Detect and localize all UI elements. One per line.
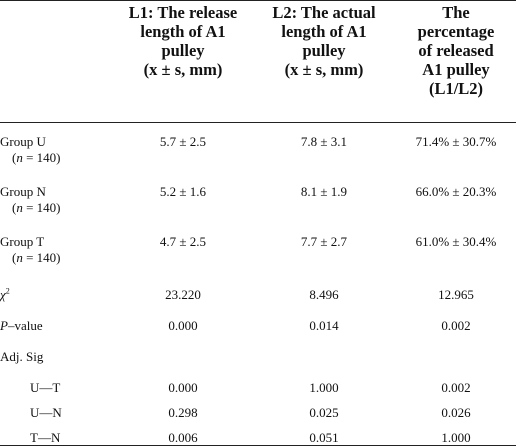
header-rule: [0, 122, 516, 123]
header-l1-line: (x ± s, mm): [143, 60, 223, 79]
header-l2-line: (x ± s, mm): [284, 60, 364, 79]
cell-l1: 4.7 ± 2.5: [159, 234, 207, 249]
cell-l1: 5.2 ± 1.6: [159, 184, 207, 199]
header-percentage-line: of released: [418, 41, 494, 60]
header-percentage-line: percentage: [417, 22, 495, 41]
header-l1: L1: The release length of A1 pulley (x ±…: [112, 3, 254, 79]
row-label-group-t: Group T (n = 140): [0, 234, 61, 266]
header-l1-line: L1: The release: [128, 3, 238, 22]
cell-l1: 0.298: [168, 405, 198, 420]
cell-percentage: 61.0% ± 30.4%: [415, 234, 497, 249]
row-label-adj-sig: Adj. Sig: [0, 349, 44, 364]
group-n: (n = 140): [0, 250, 61, 266]
n-suffix: = 140): [22, 250, 61, 265]
chi-symbol: χ: [0, 287, 6, 302]
header-l1-line: pulley: [161, 41, 205, 60]
cell-l2: 7.8 ± 3.1: [300, 134, 348, 149]
cell-l2: 8.496: [309, 287, 339, 302]
row-label-p-value: P–value: [0, 318, 43, 334]
cell-l2: 0.051: [309, 430, 339, 445]
group-n: (n = 140): [0, 200, 61, 216]
row-label-pair: U—N: [30, 405, 62, 420]
n-suffix: = 140): [22, 200, 61, 215]
cell-l1: 23.220: [165, 287, 201, 302]
group-label: Group T: [0, 234, 45, 249]
group-label: Group N: [0, 184, 46, 199]
top-rule: [0, 0, 516, 1]
header-percentage-line: A1 pulley: [422, 60, 490, 79]
cell-l2: 8.1 ± 1.9: [300, 184, 348, 199]
row-label-pair: T—N: [30, 430, 61, 445]
cell-l1: 0.000: [168, 318, 198, 333]
cell-percentage: 0.002: [441, 318, 471, 333]
cell-percentage: 0.002: [441, 380, 471, 395]
n-prefix: (: [12, 200, 17, 215]
p-var: P: [0, 318, 8, 333]
cell-percentage: 1.000: [441, 430, 471, 445]
header-l2-line: pulley: [302, 41, 346, 60]
cell-l1: 5.7 ± 2.5: [159, 134, 207, 149]
cell-l2: 1.000: [309, 380, 339, 395]
row-label-group-u: Group U (n = 140): [0, 134, 61, 166]
row-label-chi-square: χ2: [0, 287, 10, 303]
header-l2: L2: The actual length of A1 pulley (x ± …: [259, 3, 389, 79]
cell-percentage: 66.0% ± 20.3%: [415, 184, 497, 199]
n-prefix: (: [12, 150, 17, 165]
cell-l2: 0.014: [309, 318, 339, 333]
row-label-pair: U—T: [30, 380, 61, 395]
group-n: (n = 140): [0, 150, 61, 166]
cell-percentage: 71.4% ± 30.7%: [415, 134, 497, 149]
header-percentage-line: (L1/L2): [428, 79, 484, 98]
header-percentage: The percentage of released A1 pulley (L1…: [396, 3, 516, 98]
header-l2-line: length of A1: [281, 22, 367, 41]
n-prefix: (: [12, 250, 17, 265]
cell-l2: 0.025: [309, 405, 339, 420]
chi-superscript: 2: [5, 286, 10, 296]
group-label: Group U: [0, 134, 46, 149]
n-var: n: [16, 200, 23, 215]
n-var: n: [16, 250, 23, 265]
header-l2-line: L2: The actual: [272, 3, 376, 22]
cell-l2: 7.7 ± 2.7: [300, 234, 348, 249]
cell-l1: 0.006: [168, 430, 198, 445]
cell-l1: 0.000: [168, 380, 198, 395]
cell-percentage: 0.026: [441, 405, 471, 420]
n-suffix: = 140): [22, 150, 61, 165]
n-var: n: [16, 150, 23, 165]
header-percentage-line: The: [442, 3, 470, 22]
header-l1-line: length of A1: [140, 22, 226, 41]
cell-percentage: 12.965: [438, 287, 474, 302]
p-rest: –value: [7, 318, 43, 333]
row-label-group-n: Group N (n = 140): [0, 184, 61, 216]
